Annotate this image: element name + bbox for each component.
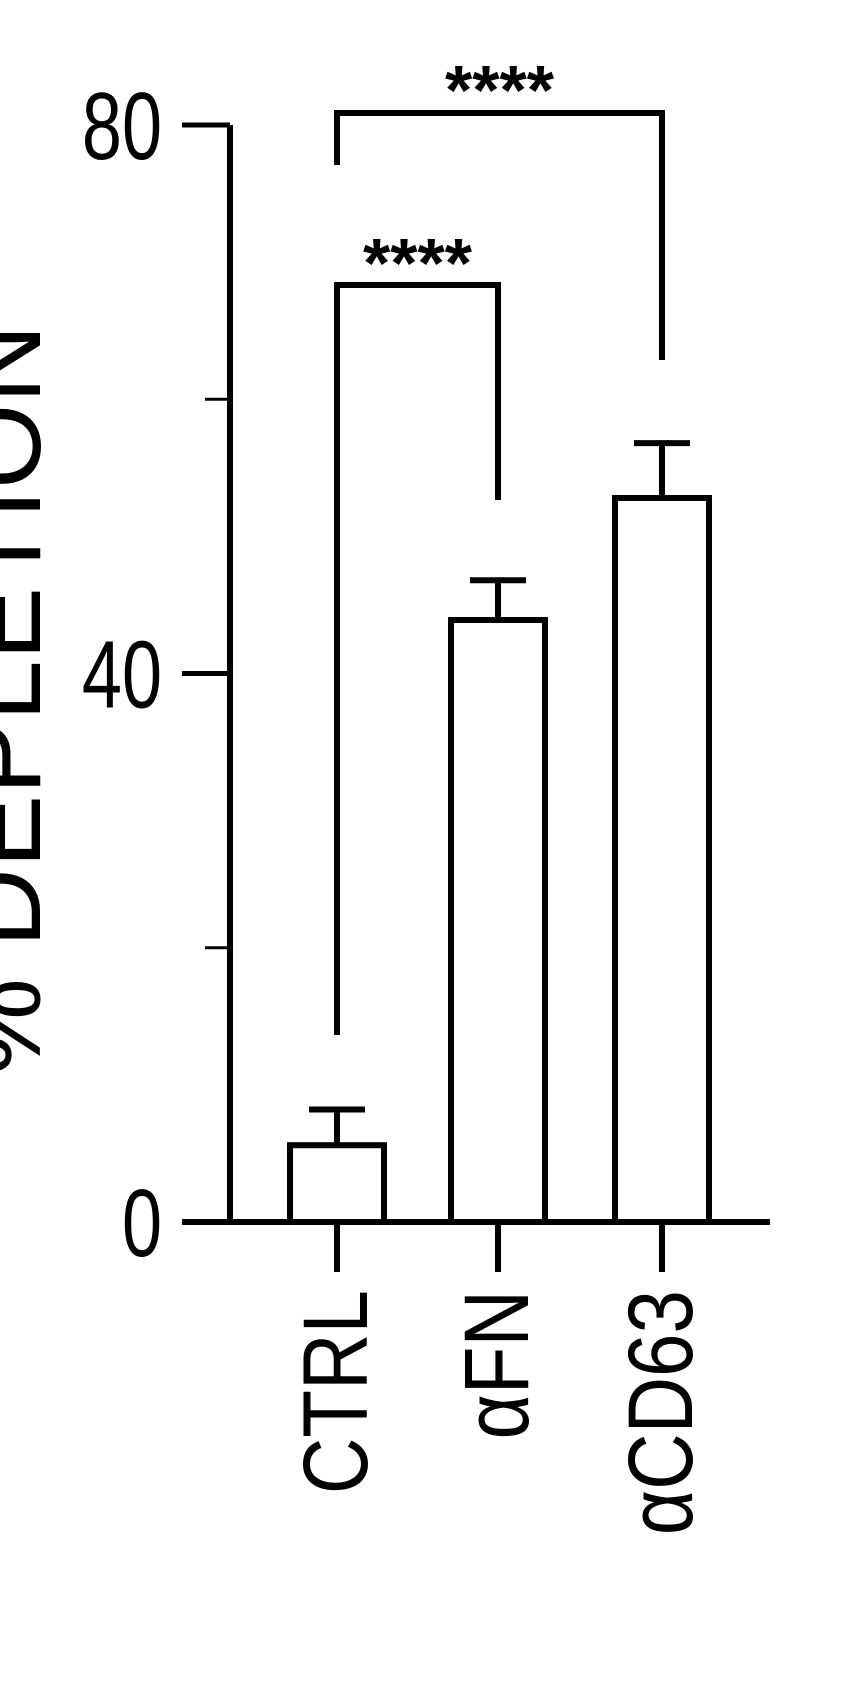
bar-2 [615,498,709,1222]
x-tick-label: αCD63 [610,1290,712,1535]
y-axis-label: % DEPLETION [0,324,64,1076]
x-tick-label: CTRL [285,1290,387,1494]
y-tick-label: 80 [82,72,162,179]
significance-label: **** [445,51,555,129]
y-tick-label: 40 [82,620,162,727]
x-tick-label: αFN [446,1290,548,1439]
significance-label: **** [363,224,473,302]
bar-0 [290,1145,384,1222]
bar-1 [451,620,545,1222]
y-tick-label: 0 [122,1169,162,1276]
